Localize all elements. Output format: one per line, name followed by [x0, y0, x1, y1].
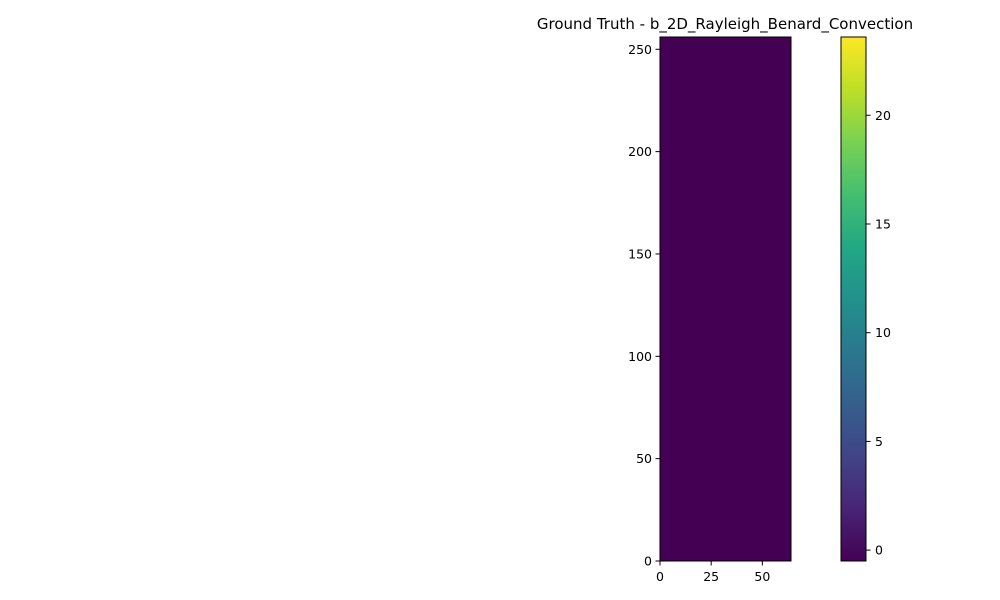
x-axis: 0 25 50: [656, 561, 770, 584]
colorbar: 0 5 10 15 20: [840, 36, 891, 562]
colorbar-tick-label: 20: [875, 108, 891, 123]
x-tick-label: 50: [754, 569, 770, 584]
y-axis: 0 50 100 150 200 250: [628, 42, 660, 569]
y-tick-label: 100: [628, 349, 652, 364]
colorbar-tick-label: 0: [875, 543, 883, 558]
colorbar-axis: 0 5 10 15 20: [866, 108, 891, 558]
colorbar-tick-label: 15: [875, 216, 891, 231]
y-tick-label: 150: [628, 246, 652, 261]
x-tick-label: 0: [656, 569, 664, 584]
y-tick-label: 200: [628, 144, 652, 159]
y-tick-label: 0: [644, 554, 652, 569]
chart-title: Ground Truth - b_2D_Rayleigh_Benard_Conv…: [537, 15, 913, 34]
colorbar-tick-label: 10: [875, 325, 891, 340]
colorbar-gradient: [841, 37, 866, 561]
x-tick-label: 25: [703, 569, 719, 584]
plot-area: [659, 36, 792, 562]
plot-frame: [659, 36, 792, 562]
colorbar-frame: [840, 36, 867, 562]
colorbar-tick-label: 5: [875, 434, 883, 449]
y-tick-label: 50: [636, 451, 652, 466]
heatmap-field: [660, 37, 791, 561]
y-tick-label: 250: [628, 42, 652, 57]
